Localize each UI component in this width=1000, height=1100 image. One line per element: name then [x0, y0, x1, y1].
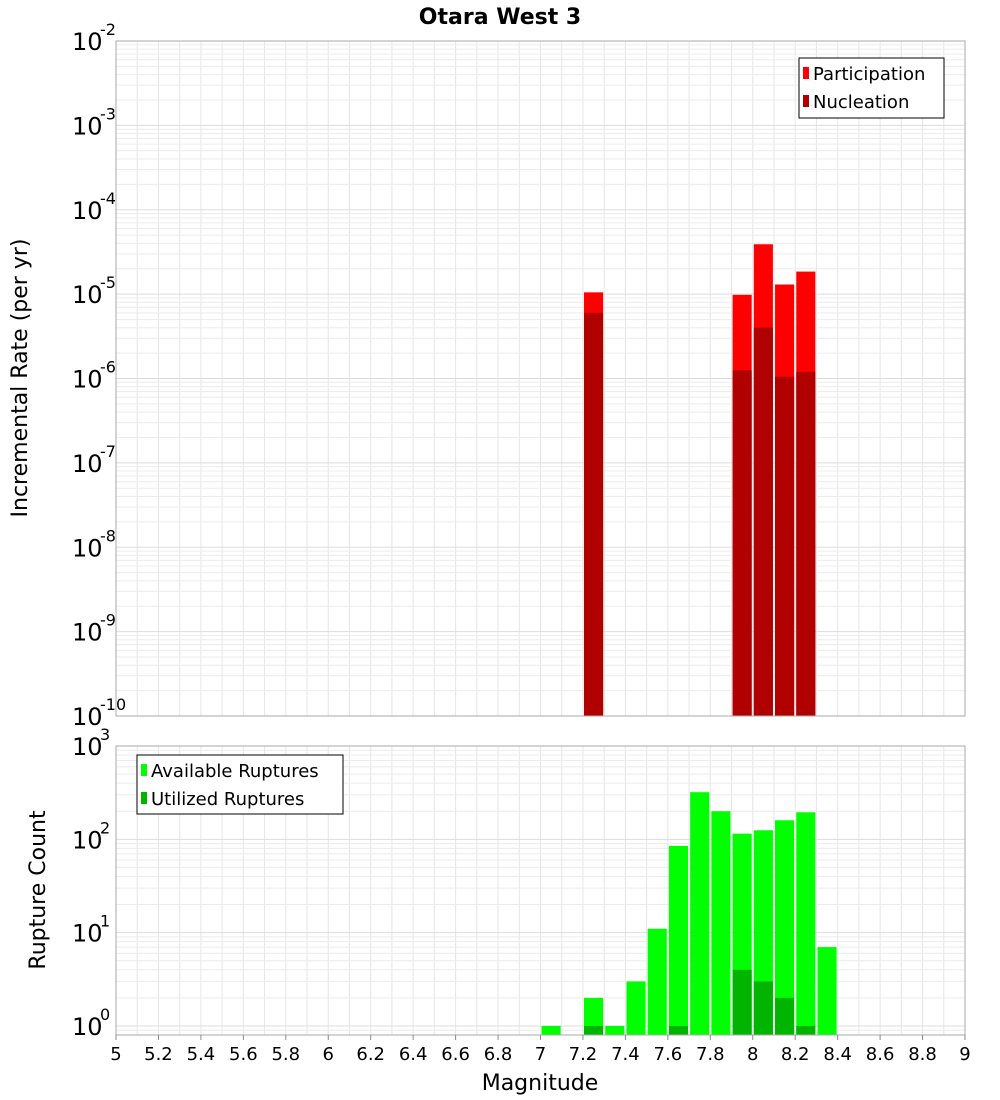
rate-bar-secondary: [796, 371, 816, 716]
y-tick-exponent: -4: [100, 189, 116, 208]
count-y-axis-label: Rupture Count: [26, 810, 51, 970]
y-tick-exponent: -5: [100, 273, 116, 292]
x-tick-label: 6.8: [484, 1044, 513, 1065]
count-bar-primary: [796, 812, 816, 1035]
y-tick-label: 10: [72, 920, 103, 948]
count-bar-primary: [668, 845, 689, 1035]
count-bar-secondary: [668, 1025, 689, 1035]
y-tick-exponent: -3: [100, 104, 116, 123]
y-tick-exponent: -8: [100, 526, 116, 545]
count-bar-primary: [605, 1025, 625, 1035]
legend-label-nucleation: Nucleation: [813, 92, 909, 113]
x-tick-label: 8.4: [823, 1044, 852, 1065]
y-tick-label: 10: [72, 826, 103, 854]
x-tick-label: 8.6: [866, 1044, 895, 1065]
x-tick-label: 6.4: [399, 1044, 428, 1065]
rate-bar-secondary: [584, 312, 604, 716]
legend-label-utilized: Utilized Ruptures: [151, 789, 304, 810]
count-bar-primary: [690, 792, 710, 1035]
rate-plot-border: [115, 40, 966, 717]
y-tick-exponent: -9: [100, 611, 116, 630]
y-tick-exponent: -6: [100, 358, 116, 377]
y-tick-exponent: 1: [100, 912, 110, 931]
rate-bar-secondary: [732, 370, 752, 716]
chart-title: Otara West 3: [419, 5, 581, 30]
rate-panel: 10-210-310-410-510-610-710-810-910-10 In…: [8, 20, 966, 731]
count-bar-primary: [817, 947, 837, 1035]
y-tick-label: 10: [72, 197, 103, 225]
count-bar-secondary: [775, 997, 795, 1035]
x-tick-label: 5.6: [229, 1044, 258, 1065]
rate-y-axis-label: Incremental Rate (per yr): [8, 239, 33, 518]
count-legend: Available Ruptures Utilized Ruptures: [136, 754, 344, 815]
x-tick-label: 7.8: [696, 1044, 725, 1065]
rate-y-ticks: 10-210-310-410-510-610-710-810-910-10: [72, 20, 126, 731]
x-tick-label: 7.6: [654, 1044, 683, 1065]
count-bar-secondary: [753, 981, 773, 1035]
legend-swatch-nucleation: [803, 95, 809, 107]
rate-legend: Participation Nucleation: [798, 57, 945, 119]
y-tick-exponent: 2: [100, 818, 110, 837]
x-tick-label: 5.2: [144, 1044, 173, 1065]
y-tick-exponent: -10: [100, 695, 126, 714]
x-tick-label: 7: [535, 1044, 546, 1065]
count-bar-primary: [626, 981, 646, 1035]
y-tick-label: 10: [72, 366, 103, 394]
y-tick-label: 10: [72, 450, 103, 478]
x-tick-label: 6.6: [441, 1044, 470, 1065]
x-tick-label: 8.8: [908, 1044, 937, 1065]
rate-bar-secondary: [753, 327, 773, 716]
y-tick-label: 10: [72, 1013, 103, 1041]
x-tick-label: 9: [959, 1044, 970, 1065]
count-bar-primary: [711, 811, 731, 1035]
rate-legend-box: [798, 57, 945, 119]
x-tick-label: 5.8: [271, 1044, 300, 1065]
y-tick-label: 10: [72, 112, 103, 140]
y-tick-label: 10: [72, 703, 103, 731]
x-tick-label: 7.4: [611, 1044, 640, 1065]
legend-label-participation: Participation: [813, 64, 925, 85]
legend-swatch-utilized: [141, 792, 147, 804]
count-legend-box: [136, 754, 344, 815]
legend-swatch-available: [141, 764, 147, 776]
x-tick-label: 8.2: [781, 1044, 810, 1065]
count-bar-secondary: [732, 969, 752, 1035]
count-bar-primary: [775, 820, 795, 1035]
count-bar-secondary: [796, 1025, 816, 1035]
rate-grid: [115, 41, 966, 717]
legend-swatch-participation: [803, 67, 809, 79]
y-tick-label: 10: [72, 733, 103, 761]
x-axis-label: Magnitude: [482, 1071, 599, 1096]
magnitude-x-ticks: 5 5.2 5.4 5.6 5.8 6 6.2 6.4 6.6 6.8 7 7.2 7.4 7.6 7.8 8…: [110, 1035, 971, 1065]
y-tick-exponent: -2: [100, 20, 116, 39]
y-tick-label: 10: [72, 534, 103, 562]
count-bar-primary: [541, 1025, 561, 1035]
x-tick-label: 5: [110, 1044, 121, 1065]
x-tick-label: 5.4: [187, 1044, 216, 1065]
x-tick-label: 6.2: [356, 1044, 385, 1065]
x-tick-label: 7.2: [569, 1044, 598, 1065]
count-bar-primary: [584, 997, 604, 1035]
y-tick-label: 10: [72, 281, 103, 309]
y-tick-exponent: -7: [100, 442, 116, 461]
y-tick-label: 10: [72, 28, 103, 56]
x-tick-label: 8: [747, 1044, 758, 1065]
y-tick-exponent: 0: [100, 1005, 110, 1024]
y-tick-exponent: 3: [100, 725, 110, 744]
rate-bars: [584, 244, 816, 717]
count-bar-primary: [647, 928, 667, 1035]
rate-bar-secondary: [775, 376, 795, 716]
x-tick-label: 6: [323, 1044, 334, 1065]
legend-label-available: Available Ruptures: [151, 761, 319, 782]
y-tick-label: 10: [72, 619, 103, 647]
count-bars: [541, 792, 837, 1035]
count-bar-secondary: [584, 1025, 604, 1035]
